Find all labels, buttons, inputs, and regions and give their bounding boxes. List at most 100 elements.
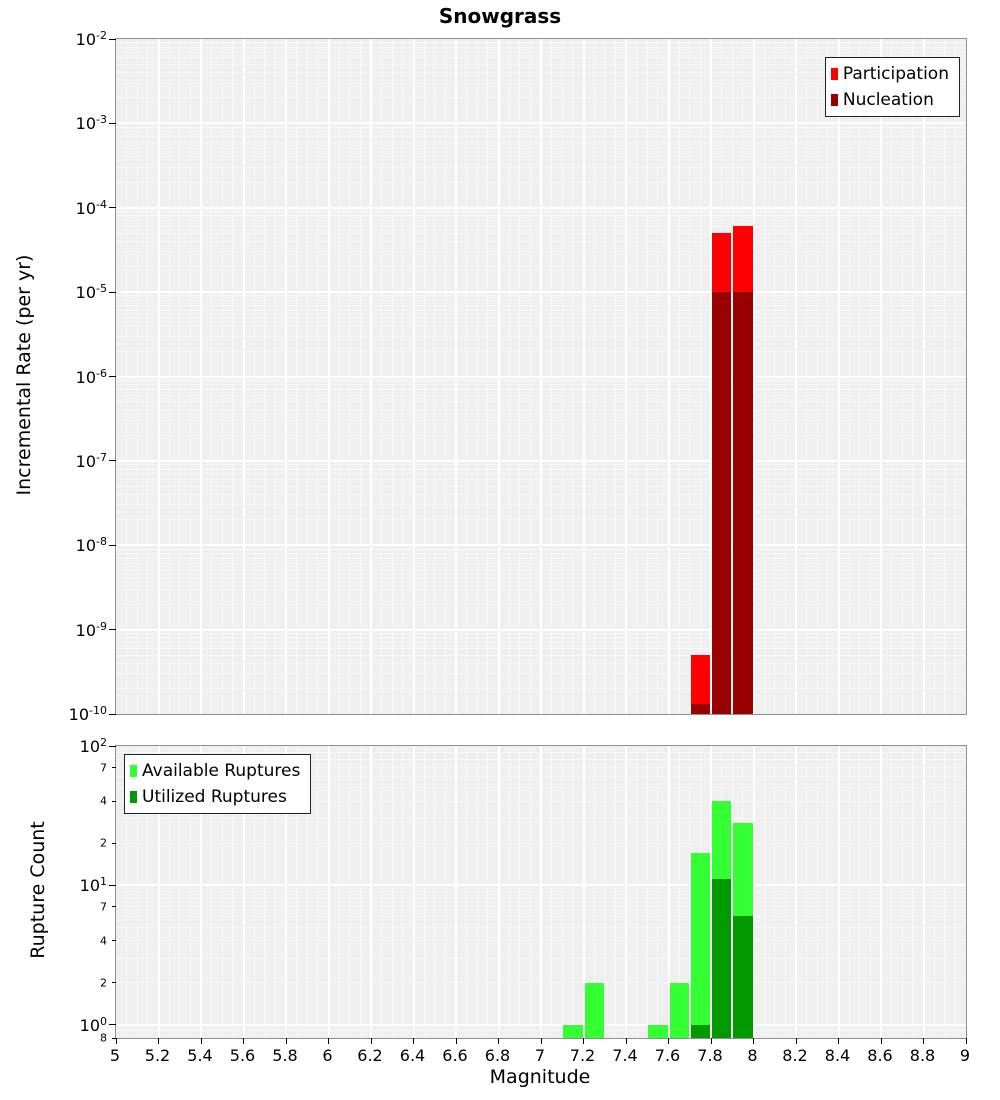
gridline-horizontal xyxy=(116,632,966,634)
y-tick-label: 10-5 xyxy=(75,281,107,303)
gridline-horizontal xyxy=(116,473,966,475)
gridline-horizontal xyxy=(116,940,966,942)
gridline-horizontal xyxy=(116,654,966,656)
gridline-horizontal xyxy=(116,317,966,319)
gridline-horizontal xyxy=(116,240,966,242)
x-tick-label: 8.2 xyxy=(782,1046,808,1065)
count-plot: 102 101 100 7 4 2 7 4 2 8 Available Ruptures Utiliz… xyxy=(80,737,967,1044)
gridline-horizontal xyxy=(116,1023,966,1026)
y-tick-mark xyxy=(109,207,116,209)
x-tick-mark xyxy=(583,1038,584,1044)
y-tick-label: 10-8 xyxy=(75,535,107,556)
gridline-horizontal xyxy=(116,982,966,984)
y-axis-title-count: Rupture Count xyxy=(27,821,49,959)
x-tick-mark xyxy=(795,1038,797,1044)
legend-item: Available Ruptures xyxy=(130,758,300,784)
x-tick-label: 7 xyxy=(534,1046,546,1065)
gridline-horizontal xyxy=(116,206,966,209)
y-tick-label: 10-2 xyxy=(75,28,107,50)
gridline-horizontal xyxy=(116,401,966,403)
gridline-horizontal xyxy=(116,459,966,462)
chart-title: Snowgrass xyxy=(438,4,562,28)
bar-utilized-ruptures xyxy=(712,879,732,1038)
x-tick-label: 8 xyxy=(747,1046,758,1065)
gridline-horizontal xyxy=(116,603,966,605)
gridline-horizontal xyxy=(116,548,966,550)
gridline-horizontal xyxy=(116,688,966,690)
x-tick-label: 5.2 xyxy=(144,1046,171,1065)
y-tick-mark xyxy=(109,745,116,747)
gridline-horizontal xyxy=(116,166,966,168)
bar-available-ruptures xyxy=(563,1024,583,1038)
x-tick-mark xyxy=(455,1038,457,1044)
gridline-horizontal xyxy=(116,122,966,125)
x-tick-mark xyxy=(328,1038,329,1044)
legend-item-label: Participation xyxy=(842,64,949,84)
gridline-horizontal xyxy=(116,464,966,466)
gridline-horizontal xyxy=(116,63,966,65)
gridline-horizontal xyxy=(116,767,966,769)
x-tick-label: 5 xyxy=(109,1046,121,1065)
gridline-horizontal xyxy=(116,647,966,649)
x-tick-label: 8.4 xyxy=(824,1046,851,1065)
gridline-horizontal xyxy=(116,126,966,128)
gridline-horizontal xyxy=(116,957,966,959)
x-tick-mark xyxy=(115,1038,117,1044)
gridline-horizontal xyxy=(116,181,966,183)
y-minor-tick-label: 7 xyxy=(100,900,107,914)
gridline-horizontal xyxy=(116,379,966,381)
x-tick-label: 5.6 xyxy=(229,1046,256,1065)
y-minor-tick-label: 7 xyxy=(100,761,107,775)
gridline-horizontal xyxy=(116,468,966,470)
gridline-horizontal xyxy=(116,335,966,337)
gridline-horizontal xyxy=(116,135,966,137)
x-tick-label: 6 xyxy=(322,1046,333,1065)
bar-available-ruptures xyxy=(648,1024,668,1038)
gridline-horizontal xyxy=(116,776,966,778)
bar-available-ruptures xyxy=(584,982,604,1038)
gridline-horizontal xyxy=(116,906,966,908)
y-tick-mark xyxy=(109,629,116,631)
gridline-horizontal xyxy=(116,310,966,312)
gridline-horizontal xyxy=(116,384,966,386)
y-minor-tick-mark xyxy=(112,906,116,908)
x-tick-label: 7.8 xyxy=(697,1046,723,1065)
bar-nucleation xyxy=(733,292,753,714)
gridline-horizontal xyxy=(116,325,966,327)
gridline-horizontal xyxy=(116,628,966,631)
bar-available-ruptures xyxy=(690,853,710,1038)
y-minor-tick-mark xyxy=(112,842,116,844)
gridline-horizontal xyxy=(116,409,966,411)
x-tick-mark xyxy=(498,1038,499,1044)
bar-available-ruptures xyxy=(669,982,689,1038)
x-tick-mark xyxy=(625,1038,627,1044)
gridline-horizontal xyxy=(116,215,966,217)
rate-plot: 10-2 10-3 10-4 10-5 10-6 10-7 10-8 10-9 10-10 Par… xyxy=(69,30,967,723)
utilized-ruptures-swatch xyxy=(130,791,137,803)
gridline-horizontal xyxy=(116,570,966,572)
gridline-horizontal xyxy=(116,588,966,590)
y-tick-mark xyxy=(109,1024,116,1025)
bar-utilized-ruptures xyxy=(733,916,753,1038)
x-tick-label: 7.2 xyxy=(569,1046,596,1065)
x-tick-label: 9 xyxy=(959,1046,971,1065)
gridline-horizontal xyxy=(116,884,966,887)
gridline-horizontal xyxy=(116,266,966,268)
bar-participation xyxy=(690,655,710,714)
y-tick-label: 100 xyxy=(79,1014,107,1035)
gridline-horizontal xyxy=(116,800,966,802)
gridline-horizontal xyxy=(116,291,966,294)
y-axis-title-rate: Incremental Rate (per yr) xyxy=(13,254,35,496)
y-tick-mark xyxy=(109,544,116,546)
gridline-horizontal xyxy=(116,51,966,53)
y-tick-label: 10-9 xyxy=(75,619,107,640)
gridline-horizontal xyxy=(116,220,966,222)
gridline-horizontal xyxy=(116,97,966,99)
legend-item-label: Utilized Ruptures xyxy=(142,787,287,807)
y-tick-label: 10-3 xyxy=(75,113,107,134)
gridline-horizontal xyxy=(116,251,966,253)
y-tick-mark xyxy=(109,460,116,462)
gridline-horizontal xyxy=(116,211,966,213)
gridline-horizontal xyxy=(116,662,966,664)
gridline-horizontal xyxy=(116,225,966,227)
